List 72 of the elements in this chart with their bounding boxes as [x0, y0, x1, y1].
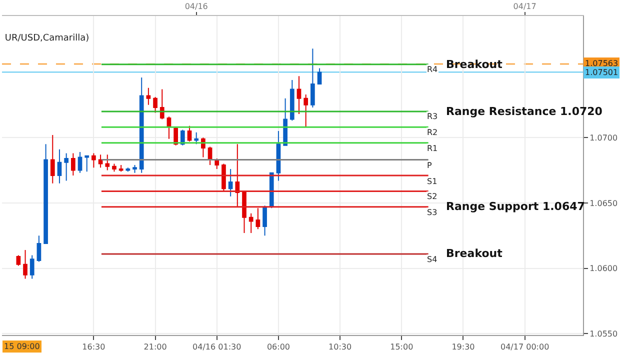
candlestick	[166, 116, 172, 140]
candlestick	[78, 151, 82, 174]
series-label: R4	[427, 65, 438, 74]
candlestick	[146, 87, 151, 106]
text: UR/USD,Camarilla)	[4, 33, 90, 44]
candlestick	[283, 98, 288, 146]
series-label: S4	[427, 255, 438, 264]
candlestick	[290, 80, 294, 122]
candlestick	[36, 235, 42, 262]
candlestick	[98, 154, 103, 168]
candlestick	[194, 132, 199, 145]
text: 15 09:00	[4, 342, 40, 351]
y-tick-label: 1.0600	[590, 264, 618, 274]
x-tick-label: 16:30	[82, 342, 106, 352]
x-tick-label: 19:30	[452, 342, 475, 352]
series-label: S3	[427, 208, 438, 217]
candlestick	[310, 48, 315, 108]
candlestick	[132, 164, 137, 174]
x-tick-label: 04/17 00:00	[500, 342, 550, 352]
candlestick	[276, 130, 281, 182]
ref-line-label: 1.07563	[585, 59, 618, 68]
y-tick-label: 1.0550	[590, 329, 618, 338]
x-tick-label: 21:00	[144, 342, 167, 352]
candlestick	[118, 164, 124, 172]
candlestick	[180, 129, 185, 146]
candlestick	[248, 212, 254, 234]
candlestick	[30, 254, 34, 280]
candlestick	[44, 144, 48, 244]
candlestick	[105, 154, 110, 171]
x-tick-label: 15:00	[390, 342, 414, 352]
x-tick-label: 06:00	[266, 342, 290, 352]
candlestick	[228, 168, 233, 197]
candlestick	[262, 206, 267, 236]
candlestick	[50, 134, 55, 184]
candlestick	[296, 76, 302, 115]
candlestick	[317, 68, 322, 84]
series-label: R1	[427, 144, 438, 153]
series-label: R3	[427, 112, 438, 121]
candlestick	[70, 152, 76, 176]
x-tick-label: 04/16 01:30	[192, 342, 242, 352]
x-tick-label: 10:30	[328, 342, 352, 352]
candlestick	[92, 152, 96, 168]
series-label: S1	[427, 177, 438, 186]
x2-tick-label: 04/17	[513, 2, 536, 11]
candlestick	[304, 94, 308, 128]
candlestick	[235, 144, 240, 208]
series-label: P	[427, 161, 432, 170]
candlestick	[126, 167, 130, 172]
series-label: R2	[427, 128, 438, 137]
candlestick	[174, 126, 178, 146]
candlestick	[153, 96, 158, 114]
candlestick	[23, 250, 28, 280]
ref-line-label: 1.07501	[585, 68, 618, 77]
candlestick	[112, 163, 116, 172]
candlestick	[242, 190, 246, 234]
y-tick-label: 1.0700	[590, 133, 618, 142]
candlestick	[57, 148, 62, 184]
annotation: Breakout	[446, 247, 502, 260]
candlestick	[160, 88, 164, 120]
annotation: Range Support 1.0647	[446, 200, 585, 213]
annotation: Range Resistance 1.0720	[446, 105, 603, 118]
candlestick	[187, 125, 192, 142]
annotation: Breakout	[446, 58, 502, 71]
candlestick	[16, 254, 21, 266]
candlestick	[64, 152, 68, 182]
y-tick-label: 1.0650	[590, 198, 618, 208]
series-label: S2	[427, 192, 438, 201]
candlestick	[256, 208, 260, 230]
x2-tick-label: 04/16	[184, 2, 208, 11]
candlestick	[84, 155, 90, 172]
candlestick	[222, 163, 226, 192]
candlestick	[139, 76, 144, 174]
